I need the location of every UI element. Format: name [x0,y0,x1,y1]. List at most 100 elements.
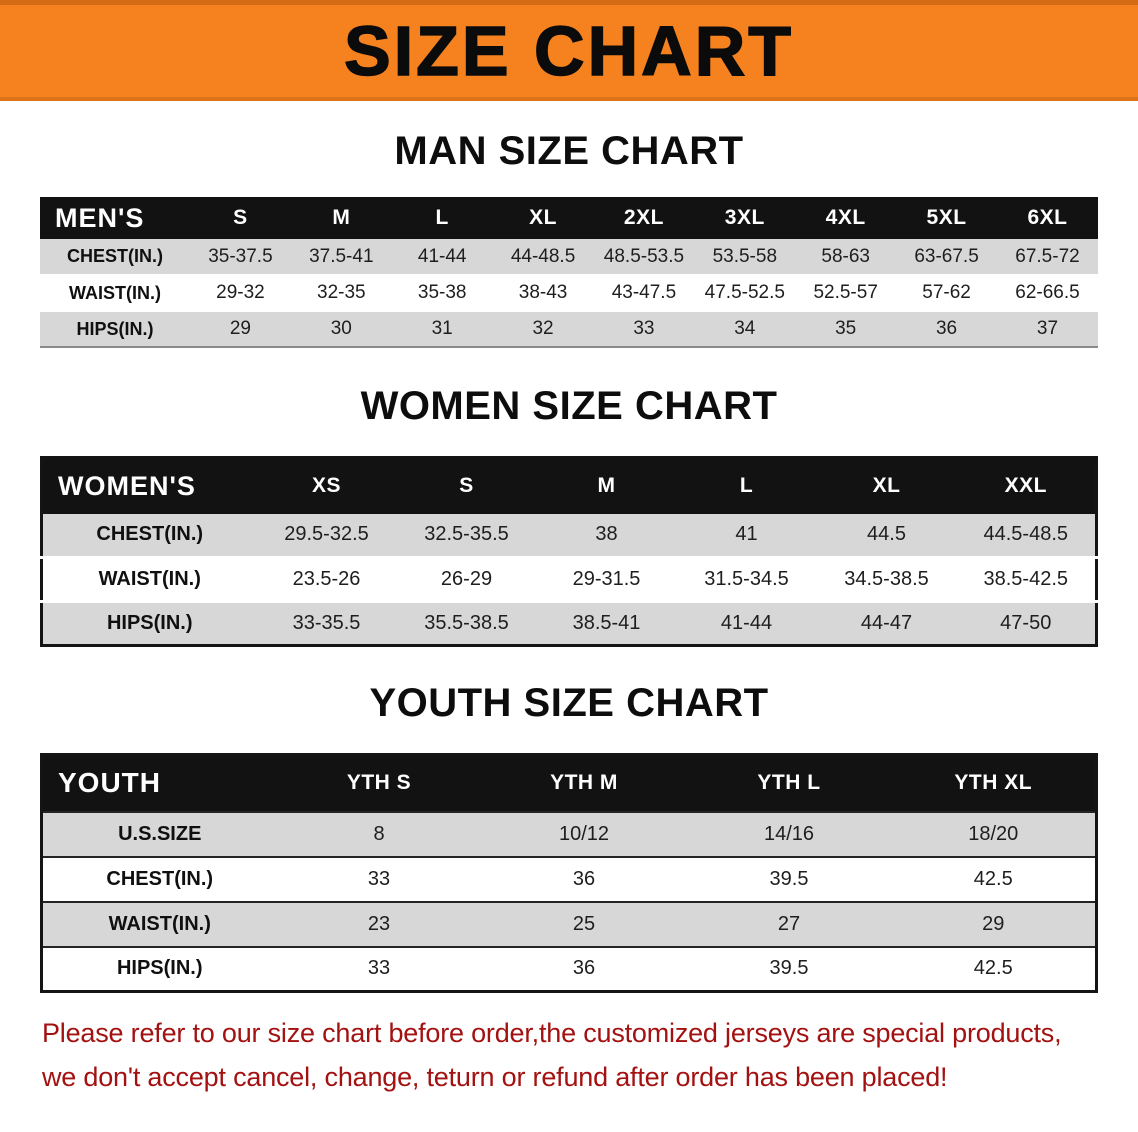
size-column-header: YTH M [550,771,618,795]
table-row: U.S.SIZE 8 10/12 14/16 18/20 [41,811,1097,857]
size-value-cell: 39.5 [769,957,809,980]
title-banner: SIZE CHART [0,0,1138,101]
measurement-label-cell: WAIST(IN.) [98,568,201,590]
size-column-header: 6XL [1027,206,1068,229]
size-value-cell: 10/12 [558,822,610,845]
size-value-cell: 18/20 [968,822,1019,845]
measurement-label-cell: HIPS(IN.) [106,612,193,634]
size-value-cell: 58-63 [821,245,870,267]
size-value-cell: 42.5 [973,867,1013,890]
size-column-header: L [435,206,449,229]
size-value-cell: 62-66.5 [1015,282,1080,303]
table-row: HIPS(IN.) 29 30 31 32 33 34 35 36 37 [40,311,1098,347]
table-header-row: YOUTH YTH S YTH M YTH L YTH XL [41,754,1097,812]
size-column-header: XL [529,206,557,229]
size-value-cell: 32 [532,318,554,339]
size-value-cell: 41 [735,523,758,546]
size-value-cell: 41-44 [417,245,467,267]
size-value-cell: 26-29 [440,568,493,590]
size-value-cell: 43-47.5 [611,282,677,303]
table-row: CHEST(IN.) 35-37.5 37.5-41 41-44 44-48.5 48.5… [40,239,1098,275]
table-header-row: MEN'S S M L XL 2XL 3XL 4XL 5XL 6XL [40,197,1098,239]
women-section-heading: WOMEN SIZE CHART [360,384,778,428]
size-value-cell: 37.5-41 [309,245,374,267]
size-column-header: 4XL [825,206,866,229]
size-value-cell: 33 [367,867,391,890]
measurement-label-cell: WAIST(IN.) [69,282,161,303]
size-column-header: M [332,206,351,229]
youth-section: YOUTH SIZE CHART YOUTH YTH S YTH M YTH L YTH… [0,679,1138,993]
size-column-header: L [739,474,754,498]
size-value-cell: 31.5-34.5 [704,568,789,590]
size-value-cell: 34.5-38.5 [844,568,929,590]
table-row: CHEST(IN.) 29.5-32.5 32.5-35.5 38 41 44.5 44.5… [41,513,1097,558]
table-title-cell: YOUTH [58,767,161,799]
size-value-cell: 29 [229,318,251,339]
size-value-cell: 29 [982,912,1005,935]
size-value-cell: 32-35 [317,282,366,303]
size-value-cell: 25 [572,912,596,935]
size-value-cell: 14/16 [763,822,815,845]
size-value-cell: 48.5-53.5 [603,245,685,267]
size-value-cell: 63-67.5 [914,245,979,267]
size-value-cell: 38.5-42.5 [983,568,1068,590]
table-header-row: WOMEN'S XS S M L XL XXL [41,457,1097,514]
size-value-cell: 44-48.5 [510,245,576,267]
size-value-cell: 38-43 [518,282,568,303]
measurement-label-cell: HIPS(IN.) [76,318,154,339]
table-row: CHEST(IN.) 33 36 39.5 42.5 [41,856,1097,902]
size-value-cell: 41-44 [720,612,773,634]
size-value-cell: 35.5-38.5 [424,612,509,634]
measurement-label-cell: CHEST(IN.) [67,246,163,266]
size-value-cell: 57-62 [922,282,971,303]
measurement-label-cell: U.S.SIZE [118,822,202,845]
size-column-header: YTH XL [954,771,1033,795]
men-section-heading: MAN SIZE CHART [394,129,744,173]
size-value-cell: 27 [777,912,801,935]
page-title: SIZE CHART [343,11,794,91]
men-size-table: MEN'S S M L XL 2XL 3XL 4XL 5XL 6XL CHEST(IN.) 35-37… [40,197,1098,348]
size-value-cell: 29-31.5 [572,568,641,590]
women-size-table: WOMEN'S XS S M L XL XXL CHEST(IN.) 29.5-32.5 32.5… [40,456,1098,647]
size-value-cell: 44.5 [867,523,906,546]
size-value-cell: 34 [734,318,756,339]
size-value-cell: 52.5-57 [813,282,878,303]
size-column-header: XXL [1004,474,1047,498]
measurement-label-cell: CHEST(IN.) [96,523,204,546]
table-row: HIPS(IN.) 33 36 39.5 42.5 [41,946,1097,992]
size-column-header: S [233,206,248,229]
disclaimer-note: Please refer to our size chart before or… [42,1011,1138,1099]
disclaimer-line-1: Please refer to our size chart before or… [42,1018,1062,1048]
size-value-cell: 32.5-35.5 [424,523,509,546]
youth-size-table: YOUTH YTH S YTH M YTH L YTH XL U.S.SIZE 8 10/12… [40,753,1098,993]
size-value-cell: 38 [595,523,618,546]
table-title-cell: WOMEN'S [58,470,196,501]
disclaimer-line-2: we don't accept cancel, change, teturn o… [42,1062,948,1092]
youth-section-heading: YOUTH SIZE CHART [369,681,769,725]
size-value-cell: 29.5-32.5 [284,523,369,546]
size-value-cell: 29-32 [216,282,265,303]
size-value-cell: 36 [935,318,958,339]
table-row: HIPS(IN.) 33-35.5 35.5-38.5 38.5-41 41-44 44-… [41,601,1097,646]
size-value-cell: 8 [373,822,385,845]
size-value-cell: 35-37.5 [208,245,273,267]
size-value-cell: 23.5-26 [292,568,361,590]
size-value-cell: 36 [572,957,596,980]
size-value-cell: 47-50 [1000,612,1052,634]
size-value-cell: 44-47 [860,612,913,634]
size-value-cell: 35-38 [417,282,467,303]
size-column-header: XS [311,474,341,498]
size-column-header: YTH L [757,771,821,795]
size-column-header: 2XL [623,206,664,229]
table-row: WAIST(IN.) 23 25 27 29 [41,901,1097,947]
men-section: MAN SIZE CHART MEN'S S M L XL 2XL 3XL 4XL 5XL 6XL… [0,127,1138,348]
size-column-header: 3XL [724,206,765,229]
size-value-cell: 67.5-72 [1015,245,1080,267]
measurement-label-cell: CHEST(IN.) [106,867,214,890]
size-column-header: S [459,474,474,498]
measurement-label-cell: HIPS(IN.) [116,957,203,980]
women-section: WOMEN SIZE CHART WOMEN'S XS S M L XL XXL CHEST(… [0,382,1138,647]
size-value-cell: 31 [431,318,453,339]
table-row: WAIST(IN.) 29-32 32-35 35-38 38-43 43-47.5 47.… [40,275,1098,311]
